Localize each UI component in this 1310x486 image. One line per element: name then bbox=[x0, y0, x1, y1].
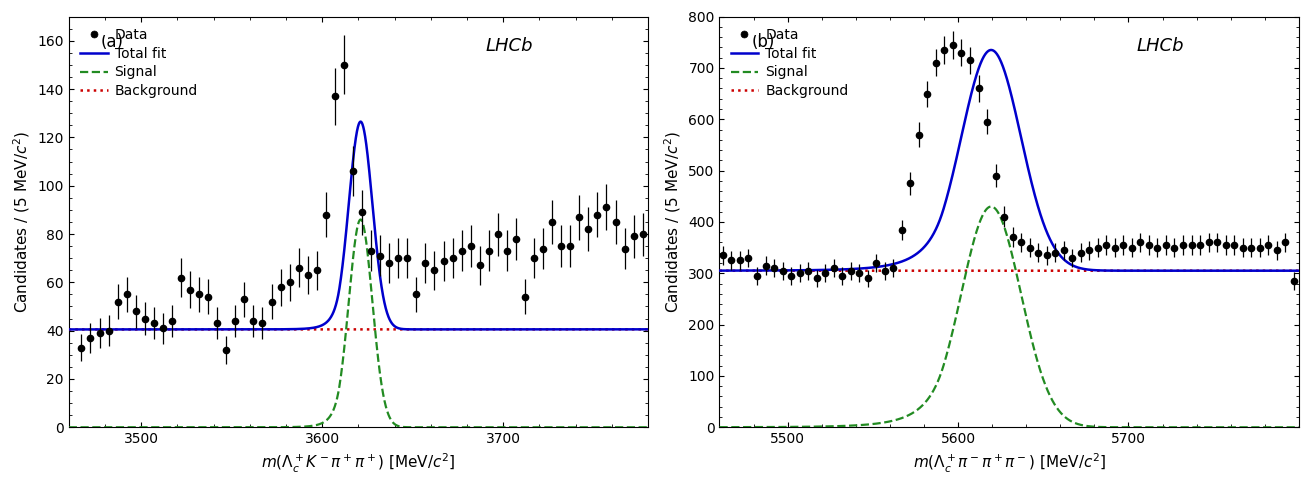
Legend: Data, Total fit, Signal, Background: Data, Total fit, Signal, Background bbox=[727, 23, 853, 103]
Text: (a): (a) bbox=[101, 33, 123, 51]
Text: LHCb: LHCb bbox=[486, 37, 533, 55]
Legend: Data, Total fit, Signal, Background: Data, Total fit, Signal, Background bbox=[76, 23, 202, 103]
Text: LHCb: LHCb bbox=[1137, 37, 1184, 55]
X-axis label: $m(\Lambda_c^+\pi^-\pi^+\pi^-)$ [MeV/$c^2$]: $m(\Lambda_c^+\pi^-\pi^+\pi^-)$ [MeV/$c^… bbox=[913, 451, 1106, 475]
X-axis label: $m(\Lambda_c^+K^-\pi^+\pi^+)$ [MeV/$c^2$]: $m(\Lambda_c^+K^-\pi^+\pi^+)$ [MeV/$c^2$… bbox=[261, 451, 456, 475]
Y-axis label: Candidates / (5 MeV/$c^2$): Candidates / (5 MeV/$c^2$) bbox=[662, 131, 683, 313]
Y-axis label: Candidates / (5 MeV/$c^2$): Candidates / (5 MeV/$c^2$) bbox=[10, 131, 31, 313]
Text: (b): (b) bbox=[752, 33, 774, 51]
